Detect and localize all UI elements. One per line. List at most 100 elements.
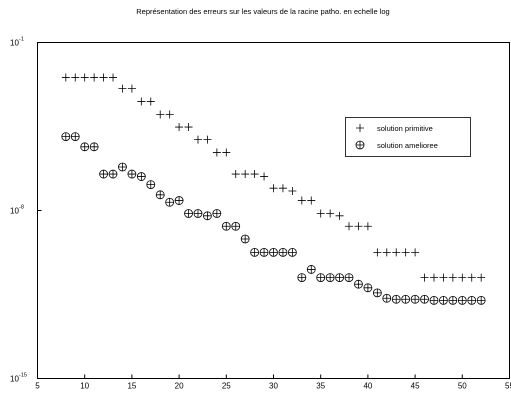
data-point-plus xyxy=(222,148,231,157)
data-point-circle-plus xyxy=(297,273,307,283)
y-tick-label-exponent: -8 xyxy=(19,205,24,211)
data-point-circle-plus xyxy=(203,211,212,221)
data-point-circle-plus xyxy=(231,221,241,231)
data-point-circle-plus xyxy=(391,294,401,304)
y-axis: 10-110-810-15 xyxy=(10,37,42,384)
x-tick-label: 40 xyxy=(363,382,372,391)
data-point-circle-plus xyxy=(221,221,231,231)
data-point-plus xyxy=(458,273,467,282)
data-point-circle-plus xyxy=(401,294,411,304)
data-point-circle-plus xyxy=(429,295,439,305)
x-tick-label: 15 xyxy=(127,382,136,391)
x-tick-label: 35 xyxy=(316,382,325,391)
data-point-plus xyxy=(203,135,212,144)
data-point-plus xyxy=(363,222,372,231)
y-tick-label-exponent: -15 xyxy=(19,373,27,379)
data-point-plus xyxy=(448,273,457,282)
data-point-plus xyxy=(345,222,354,231)
data-point-circle-plus xyxy=(467,295,477,305)
y-tick-label-base: 10 xyxy=(10,207,19,216)
data-point-plus xyxy=(288,186,297,195)
data-point-plus xyxy=(373,248,382,257)
data-point-plus xyxy=(392,248,401,257)
data-point-plus xyxy=(156,110,165,119)
data-point-plus xyxy=(382,248,391,257)
data-point-circle-plus xyxy=(127,169,137,179)
x-tick-label: 55 xyxy=(505,382,511,391)
x-axis: 5 10 15 20 25 30 35 40 45 50 55 xyxy=(35,374,511,391)
x-tick-label: 30 xyxy=(269,382,278,391)
data-point-plus xyxy=(165,110,174,119)
data-point-plus xyxy=(335,211,344,220)
data-point-plus xyxy=(61,73,70,82)
data-point-plus xyxy=(260,172,269,181)
data-point-circle-plus xyxy=(306,265,316,274)
data-point-plus xyxy=(420,273,429,282)
chart-title: Représentation des erreurs sur les valeu… xyxy=(136,7,389,16)
data-point-circle-plus xyxy=(108,169,118,179)
data-point-circle-plus xyxy=(363,283,373,293)
data-point-plus xyxy=(231,170,240,179)
x-tick-label: 25 xyxy=(222,382,231,391)
data-point-circle-plus xyxy=(355,140,365,150)
data-point-circle-plus xyxy=(212,209,222,218)
legend-label-solution-amelioree: solution amelioree xyxy=(377,141,438,150)
data-point-circle-plus xyxy=(344,273,354,283)
data-point-plus xyxy=(118,84,127,93)
data-point-circle-plus xyxy=(61,132,71,141)
data-point-circle-plus xyxy=(476,295,486,305)
data-point-plus xyxy=(356,124,364,132)
legend-label-solution-primitive: solution primitive xyxy=(377,124,433,133)
y-tick-label-base: 10 xyxy=(10,39,19,48)
data-point-plus xyxy=(71,73,80,82)
data-point-circle-plus xyxy=(250,247,260,257)
data-point-plus xyxy=(109,73,118,82)
data-point-circle-plus xyxy=(70,132,80,141)
data-point-plus xyxy=(354,222,363,231)
data-point-circle-plus xyxy=(382,293,392,303)
data-point-plus xyxy=(269,184,278,193)
data-point-plus xyxy=(467,273,476,282)
x-tick-label: 5 xyxy=(35,382,40,391)
plot-frame xyxy=(37,42,510,379)
data-point-circle-plus xyxy=(193,209,203,218)
data-point-circle-plus xyxy=(118,162,127,172)
x-tick-label: 45 xyxy=(411,382,420,391)
data-point-plus xyxy=(184,123,193,132)
data-point-plus xyxy=(250,170,259,179)
data-point-plus xyxy=(439,273,448,282)
x-tick-label: 10 xyxy=(80,382,89,391)
legend-marker-plus xyxy=(356,124,364,132)
data-point-plus xyxy=(316,209,325,218)
data-point-plus xyxy=(137,97,146,106)
data-point-plus xyxy=(146,97,155,106)
data-point-circle-plus xyxy=(335,273,344,283)
x-tick-label: 20 xyxy=(175,382,184,391)
data-point-circle-plus xyxy=(136,172,146,181)
data-point-plus xyxy=(401,248,410,257)
data-point-plus xyxy=(241,170,250,179)
data-point-plus xyxy=(80,73,89,82)
data-point-plus xyxy=(212,148,221,157)
data-point-circle-plus xyxy=(146,180,156,189)
data-point-circle-plus xyxy=(259,247,269,257)
data-point-circle-plus xyxy=(325,273,335,283)
data-point-circle-plus xyxy=(448,295,458,305)
data-point-circle-plus xyxy=(165,197,175,207)
legend-marker-circle-plus xyxy=(355,140,365,150)
data-point-circle-plus xyxy=(269,247,278,257)
data-point-circle-plus xyxy=(278,247,288,257)
data-point-circle-plus xyxy=(372,288,382,298)
data-point-plus xyxy=(193,135,202,144)
data-point-circle-plus xyxy=(316,273,326,283)
data-point-circle-plus xyxy=(420,294,429,304)
data-point-circle-plus xyxy=(354,279,363,289)
data-point-plus xyxy=(278,184,287,193)
data-point-circle-plus xyxy=(287,247,297,257)
data-point-circle-plus xyxy=(184,209,193,218)
data-point-plus xyxy=(99,73,108,82)
data-point-plus xyxy=(429,273,438,282)
data-point-plus xyxy=(127,84,136,93)
data-point-circle-plus xyxy=(410,294,420,304)
